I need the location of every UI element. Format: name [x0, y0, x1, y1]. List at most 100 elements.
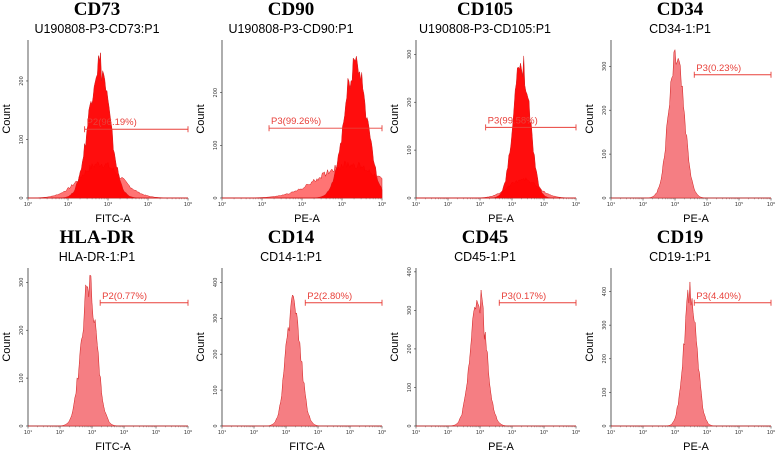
- y-tick-label: 400: [213, 278, 219, 288]
- x-tick-label: 10⁶: [572, 202, 580, 208]
- y-tick-label: 0: [213, 424, 219, 427]
- gate-label: P3(99.58%): [488, 115, 538, 126]
- y-tick-label: 0: [602, 424, 608, 427]
- histogram-population: [28, 274, 188, 427]
- sample-name: CD14-1:P1: [260, 250, 322, 264]
- x-tick-label: 10³: [476, 430, 484, 436]
- y-tick-label: 100: [19, 373, 25, 383]
- y-tick-label: 0: [602, 196, 608, 199]
- x-tick-label: 10⁵: [346, 430, 354, 436]
- x-tick-label: 10²: [444, 430, 452, 436]
- x-tick-label: 10²: [218, 202, 226, 208]
- x-tick-label: 10⁵: [144, 202, 152, 208]
- sample-name: U190808-P3-CD105:P1: [418, 22, 552, 36]
- histogram-population: [611, 48, 771, 199]
- panel-title: CD90: [267, 0, 315, 20]
- x-tick-label: 10¹: [607, 202, 615, 208]
- x-tick-label: 10¹: [218, 430, 226, 436]
- x-tick-label: 10¹: [412, 202, 420, 208]
- y-tick-label: 200: [213, 349, 219, 359]
- x-tick-label: 10¹: [24, 430, 32, 436]
- histogram-plot: 0 100 200 300 400 10¹ 10² 10³ 10⁴ 10⁵ 10⁶ Count PE-A…: [389, 267, 580, 453]
- gate-label: P2(2.80%): [307, 291, 352, 302]
- histogram-plot: 0 100 200 300 400 10¹ 10² 10³ 10⁴ 10⁵ 10⁶ Count PE-A…: [584, 268, 775, 453]
- panel-title: CD19: [656, 227, 704, 248]
- x-tick-label: 10²: [639, 430, 647, 436]
- panel-cd19: CD19 CD19-1:P1 0 100 200 300 400 10¹ 10² 10³ 10⁴…: [583, 228, 777, 456]
- y-tick-label: 0: [19, 196, 25, 199]
- histogram-plot: 0 100 200 300 10¹ 10² 10³ 10⁴ 10⁵ 10⁶ Count PE-A P3(…: [584, 40, 775, 225]
- y-tick-label: 100: [602, 149, 608, 159]
- sample-name: HLA-DR-1:P1: [58, 250, 136, 264]
- histogram-population: [611, 281, 771, 427]
- x-tick-label: 10⁴: [314, 430, 322, 436]
- y-tick-label: 0: [407, 196, 413, 199]
- y-tick-label: 300: [213, 313, 219, 323]
- x-tick-label: 10⁵: [540, 202, 548, 208]
- y-tick-label: 0: [213, 196, 219, 199]
- x-tick-label: 10⁵: [338, 202, 346, 208]
- panel-cd34: CD34 CD34-1:P1 0 100 200 300 10¹ 10² 10³ 10⁴ 10⁵…: [583, 0, 777, 228]
- y-axis-title: Count: [584, 332, 596, 361]
- y-tick-label: 100: [19, 135, 25, 145]
- panel-title: CD105: [457, 0, 513, 20]
- gate-label: P3(0.23%): [696, 63, 741, 74]
- y-tick-label: 300: [407, 50, 413, 60]
- y-tick-label: 300: [602, 320, 608, 330]
- histogram-plot: 0 100 200 300 400 10¹ 10² 10³ 10⁴ 10⁵ 10⁶ Count FITC…: [195, 268, 386, 453]
- sample-name: U190808-P3-CD90:P1: [228, 22, 354, 36]
- histogram-population: [28, 52, 188, 199]
- histogram-population: [222, 56, 383, 199]
- x-tick-label: 10²: [250, 430, 258, 436]
- panel-cd90: CD90 U190808-P3-CD90:P1 0 100 200 10² 10³ 10⁴…: [194, 0, 388, 228]
- y-tick-label: 300: [19, 278, 25, 288]
- x-tick-label: 10⁶: [767, 430, 775, 436]
- x-tick-label: 10³: [671, 430, 679, 436]
- x-tick-label: 10²: [639, 202, 647, 208]
- panel-cd45: CD45 CD45-1:P1 0 100 200 300 400 10¹ 10² 10³ 10⁴…: [388, 228, 582, 456]
- y-tick-label: 0: [407, 424, 413, 427]
- y-tick-label: 100: [407, 383, 413, 393]
- sample-name: CD19-1:P1: [649, 250, 711, 264]
- x-tick-label: 10⁴: [508, 202, 516, 208]
- gate-label: P3(4.40%): [696, 291, 741, 302]
- y-tick-label: 300: [407, 306, 413, 316]
- histogram-population: [416, 289, 576, 427]
- sample-name: CD45-1:P1: [454, 250, 516, 264]
- panel-cd14: CD14 CD14-1:P1 0 100 200 300 400 10¹ 10² 10³ 10⁴…: [194, 228, 388, 456]
- y-tick-label: 100: [602, 388, 608, 398]
- sample-name: CD34-1:P1: [649, 22, 711, 36]
- x-tick-label: 10²: [444, 202, 452, 208]
- x-tick-label: 10³: [64, 202, 72, 208]
- x-tick-label: 10⁴: [104, 202, 112, 208]
- histogram-plot: 0 100 200 10² 10³ 10⁴ 10⁵ 10⁶ Count FITC-A P2(96.1…: [1, 40, 192, 225]
- panel-title: CD34: [656, 0, 704, 20]
- x-tick-label: 10⁶: [378, 202, 386, 208]
- x-axis-title: FITC-A: [95, 441, 131, 453]
- y-axis-title: Count: [389, 104, 401, 133]
- gate-label: P2(96.19%): [87, 117, 137, 128]
- x-tick-label: 10⁴: [703, 430, 711, 436]
- x-tick-label: 10⁶: [184, 430, 192, 436]
- x-axis-title: PE-A: [683, 213, 709, 225]
- y-tick-label: 200: [407, 344, 413, 354]
- sample-name: U190808-P3-CD73:P1: [34, 22, 160, 36]
- x-tick-label: 10⁶: [378, 430, 386, 436]
- panel-title: CD45: [461, 227, 509, 248]
- x-tick-label: 10¹: [607, 430, 615, 436]
- y-tick-label: 0: [19, 424, 25, 427]
- x-axis-title: FITC-A: [95, 213, 131, 225]
- panel-hla-dr: HLA-DR HLA-DR-1:P1 0 100 200 300 10¹ 10² 10³ 10…: [0, 228, 194, 456]
- panel-title: CD14: [267, 227, 315, 248]
- y-axis-title: Count: [1, 332, 13, 361]
- x-tick-label: 10²: [56, 430, 64, 436]
- y-tick-label: 100: [407, 145, 413, 155]
- histogram-population: [222, 294, 382, 427]
- histogram-population: [416, 55, 576, 199]
- gate-label: P3(99.26%): [271, 116, 321, 127]
- y-tick-label: 100: [213, 385, 219, 395]
- y-tick-label: 200: [602, 354, 608, 364]
- x-axis-title: PE-A: [294, 213, 320, 225]
- histogram-population: [416, 177, 577, 199]
- x-tick-label: 10¹: [412, 430, 420, 436]
